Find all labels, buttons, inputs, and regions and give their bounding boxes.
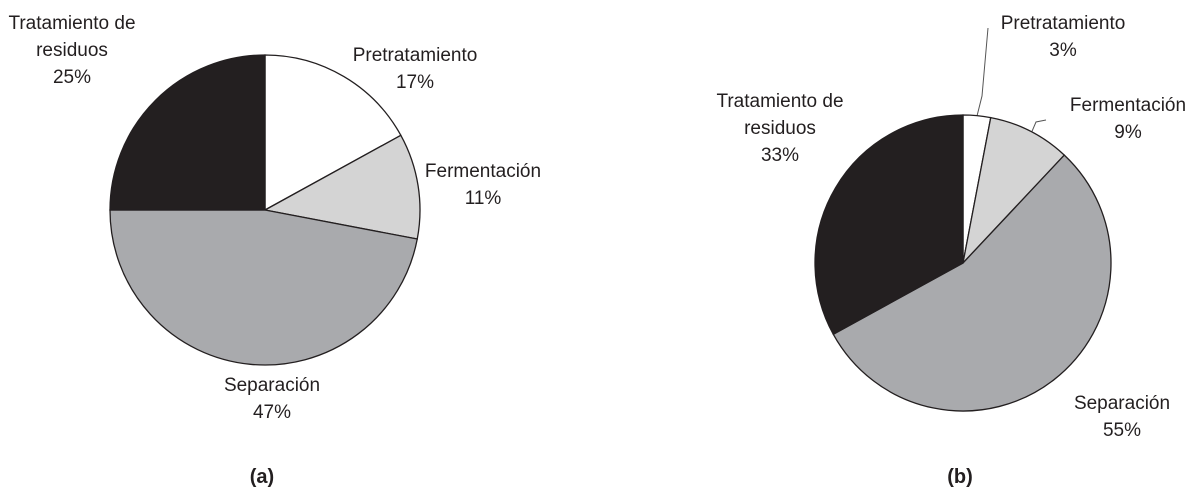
value-label: 11%: [464, 188, 502, 209]
slice-label: Pretratamiento 17%: [315, 42, 515, 96]
slice-label: Separación 55%: [1022, 390, 1204, 444]
slice-label: Fermentación 11%: [383, 158, 583, 212]
pie-slice: [832, 154, 1112, 412]
category-label: Pretratamiento: [1000, 13, 1126, 34]
pie-slice: [814, 114, 964, 336]
pie-slice: [109, 209, 419, 366]
category-label: Tratamiento de residuos: [716, 91, 844, 139]
category-label: Tratamiento de residuos: [8, 13, 136, 61]
value-label: 47%: [252, 402, 292, 423]
slice-label: Pretratamiento 3%: [963, 10, 1163, 64]
category-label: Fermentación: [1069, 95, 1187, 116]
pie-slice: [263, 134, 421, 240]
slice-label: Tratamiento de residuos 25%: [0, 10, 147, 91]
value-label: 25%: [52, 67, 92, 88]
value-label: 33%: [760, 145, 800, 166]
value-label: 17%: [395, 72, 435, 93]
slice-label: Separación 47%: [172, 372, 372, 426]
pie-slice: [109, 54, 266, 211]
category-label: Pretratamiento: [352, 45, 478, 66]
slice-label: Tratamiento de residuos 33%: [705, 88, 855, 169]
pie-slice: [264, 54, 402, 212]
leader-line: [976, 27, 989, 117]
value-label: 55%: [1102, 420, 1142, 441]
chart-title: (b): [947, 466, 973, 488]
value-label: 3%: [1049, 40, 1077, 61]
category-label: Fermentación: [424, 161, 542, 182]
value-label: 9%: [1114, 122, 1142, 143]
category-label: Separación: [1073, 393, 1171, 414]
chart-title: (a): [249, 466, 275, 488]
slice-label: Fermentación 9%: [1028, 92, 1204, 146]
category-label: Separación: [223, 375, 321, 396]
pie-slice: [961, 116, 1066, 266]
